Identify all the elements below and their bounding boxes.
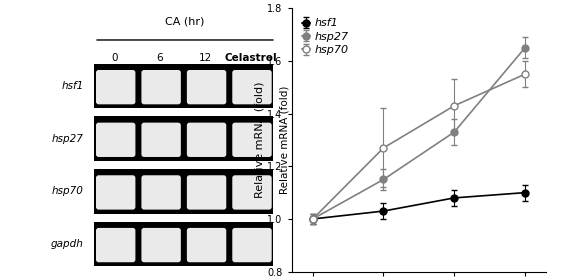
FancyBboxPatch shape [141,123,181,157]
Text: 0: 0 [111,53,118,63]
Text: gapdh: gapdh [51,239,83,249]
FancyBboxPatch shape [233,70,272,104]
Text: 6: 6 [157,53,163,63]
FancyBboxPatch shape [141,70,181,104]
FancyBboxPatch shape [233,228,272,262]
Text: hsf1: hsf1 [61,81,83,91]
FancyBboxPatch shape [187,175,226,210]
FancyBboxPatch shape [94,169,273,214]
Text: CA (hr): CA (hr) [166,16,205,26]
FancyBboxPatch shape [96,70,136,104]
FancyBboxPatch shape [94,64,273,108]
Text: Celastrol: Celastrol [224,53,277,63]
FancyBboxPatch shape [96,228,136,262]
Text: 12: 12 [198,53,212,63]
Legend: hsf1, hsp27, hsp70: hsf1, hsp27, hsp70 [297,14,354,60]
FancyBboxPatch shape [94,221,273,266]
FancyBboxPatch shape [233,123,272,157]
Text: hsp27: hsp27 [52,134,83,144]
Text: hsp70: hsp70 [52,186,83,196]
FancyBboxPatch shape [141,228,181,262]
FancyBboxPatch shape [233,175,272,210]
FancyBboxPatch shape [94,116,273,161]
Text: Relative mRNA (fold): Relative mRNA (fold) [279,86,289,194]
FancyBboxPatch shape [187,123,226,157]
FancyBboxPatch shape [141,175,181,210]
FancyBboxPatch shape [187,228,226,262]
Y-axis label: Relative mRNA (fold): Relative mRNA (fold) [254,82,265,198]
FancyBboxPatch shape [96,175,136,210]
FancyBboxPatch shape [187,70,226,104]
FancyBboxPatch shape [96,123,136,157]
